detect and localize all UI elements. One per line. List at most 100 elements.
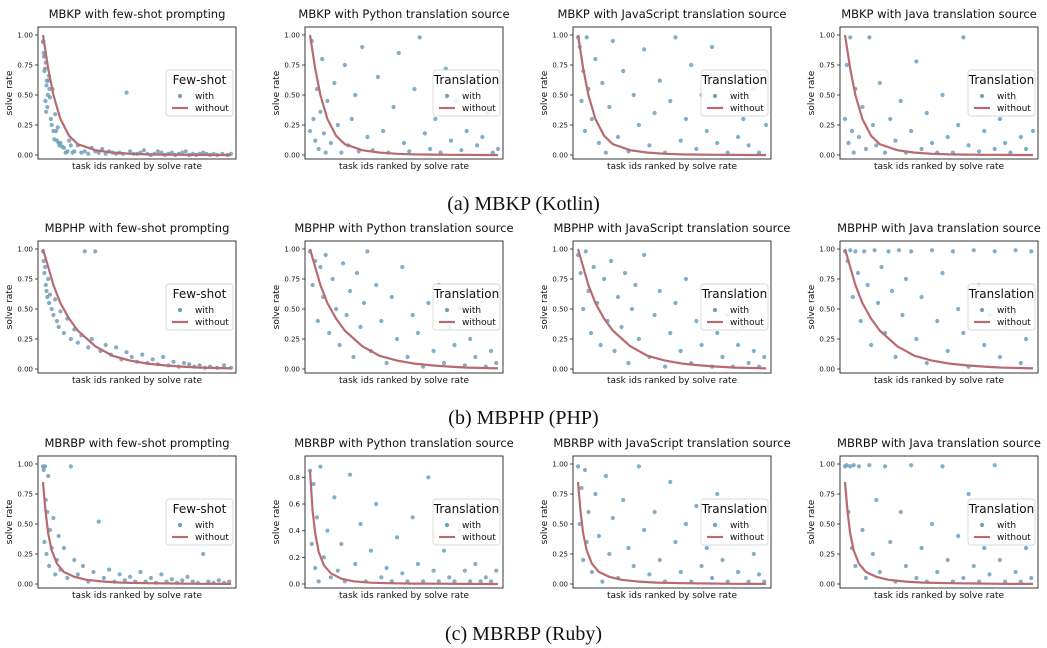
- scatter-point: [1003, 140, 1008, 146]
- scatter-point: [53, 112, 58, 117]
- scatter-point: [652, 110, 657, 116]
- scatter-point: [368, 548, 374, 553]
- scatter-point: [842, 116, 848, 122]
- scatter-point: [844, 463, 849, 468]
- chart-title: MBKP with Python translation source: [298, 7, 509, 21]
- scatter-point: [992, 146, 997, 152]
- chart-panel: MBPHP with Python translation source 0.00…: [272, 221, 514, 386]
- scatter-point: [1018, 360, 1023, 366]
- y-tick-label: 0.00: [819, 152, 835, 160]
- scatter-point: [607, 104, 612, 110]
- scatter-point: [56, 324, 61, 330]
- scatter-point: [610, 38, 615, 44]
- scatter-point: [746, 143, 751, 148]
- scatter-point: [47, 292, 53, 297]
- scatter-point: [396, 50, 401, 56]
- scatter-point: [736, 569, 741, 575]
- scatter-point: [68, 464, 73, 469]
- scatter-point: [863, 146, 868, 152]
- legend-title: Translation: [968, 73, 1034, 87]
- scatter-point: [42, 539, 47, 545]
- legend-title: Translation: [701, 73, 767, 87]
- chart-title: MBKP with JavaScript translation source: [558, 7, 787, 21]
- y-tick-label: 0.50: [552, 92, 568, 100]
- scatter-point: [358, 521, 363, 527]
- scatter-point: [169, 577, 174, 582]
- scatter-point: [709, 575, 715, 581]
- scatter-point: [384, 360, 389, 366]
- y-tick-label: 0.50: [819, 521, 835, 529]
- without-line: [576, 481, 767, 586]
- legend-with-label: with: [195, 521, 214, 531]
- x-axis-label: task ids ranked by solve rate: [874, 591, 1005, 601]
- scatter-point: [67, 138, 72, 143]
- scatter-point: [72, 557, 77, 563]
- scatter-point: [741, 116, 746, 122]
- y-tick-label: 1.00: [819, 32, 835, 40]
- scatter-point: [49, 122, 54, 128]
- scatter-point: [886, 249, 891, 254]
- scatter-point: [405, 354, 410, 360]
- scatter-point: [1029, 575, 1034, 581]
- scatter-point: [971, 248, 976, 253]
- x-axis-label: task ids ranked by solve rate: [607, 162, 738, 172]
- y-axis-label: solve rate: [5, 499, 15, 544]
- y-axis-label: solve rate: [5, 70, 15, 115]
- legend-without-label: without: [730, 104, 764, 114]
- scatter-point: [488, 348, 494, 354]
- legend-without-label: without: [195, 533, 229, 543]
- y-tick-label: 0.75: [819, 62, 835, 70]
- scatter-point: [180, 578, 185, 583]
- scatter-point: [867, 463, 872, 468]
- y-tick-label: 0.25: [819, 336, 835, 344]
- legend-with-marker: [177, 522, 183, 528]
- y-tick-label: 0.75: [17, 276, 33, 284]
- scatter-point: [323, 252, 328, 258]
- scatter-point: [715, 330, 720, 336]
- scatter-point: [862, 249, 867, 254]
- scatter-point: [422, 131, 427, 136]
- scatter-point: [58, 309, 63, 314]
- legend-with-marker: [979, 93, 985, 99]
- legend-box: [700, 498, 769, 546]
- scatter-point: [332, 495, 337, 500]
- scatter-point: [945, 348, 950, 354]
- legend-with-marker: [444, 93, 450, 99]
- y-tick-label: 1.00: [552, 32, 568, 40]
- scatter-point: [316, 579, 321, 584]
- scatter-point: [848, 35, 853, 40]
- scatter-point: [596, 140, 601, 146]
- scatter-point: [358, 324, 363, 330]
- scatter-point: [668, 479, 673, 485]
- y-tick-label: 1.00: [819, 461, 835, 469]
- y-tick-label: 0.50: [17, 306, 33, 314]
- without-line: [308, 34, 498, 157]
- scatter-point: [96, 519, 101, 524]
- scatter-point: [51, 515, 56, 521]
- scatter-point: [53, 297, 58, 302]
- legend-without-label: without: [195, 318, 229, 328]
- scatter-point: [127, 574, 133, 579]
- chart-title: MBRBP with JavaScript translation source: [553, 436, 790, 450]
- scatter-point: [874, 143, 879, 148]
- scatter-point: [935, 569, 940, 575]
- chart-panel: MBKP with Python translation source 0.00 0…: [272, 7, 510, 172]
- scatter-point: [495, 146, 501, 152]
- scatter-point: [340, 261, 346, 266]
- y-tick-label: 0.50: [17, 92, 33, 100]
- y-tick-label: 1.00: [552, 461, 568, 469]
- y-axis-label: solve rate: [807, 284, 817, 329]
- scatter-point: [412, 86, 417, 92]
- scatter-point: [589, 116, 595, 122]
- legend-with-label: with: [730, 521, 749, 531]
- scatter-point: [652, 509, 657, 515]
- y-tick-label: 1.00: [284, 32, 300, 40]
- scatter-point: [61, 145, 66, 150]
- scatter-point: [844, 62, 849, 68]
- legend-with-label: with: [997, 306, 1016, 316]
- scatter-point: [593, 491, 598, 497]
- scatter-point: [1003, 579, 1008, 584]
- scatter-point: [494, 360, 499, 366]
- chart-title: MBPHP with Java translation source: [837, 221, 1041, 235]
- y-tick-label: 0.00: [552, 366, 568, 374]
